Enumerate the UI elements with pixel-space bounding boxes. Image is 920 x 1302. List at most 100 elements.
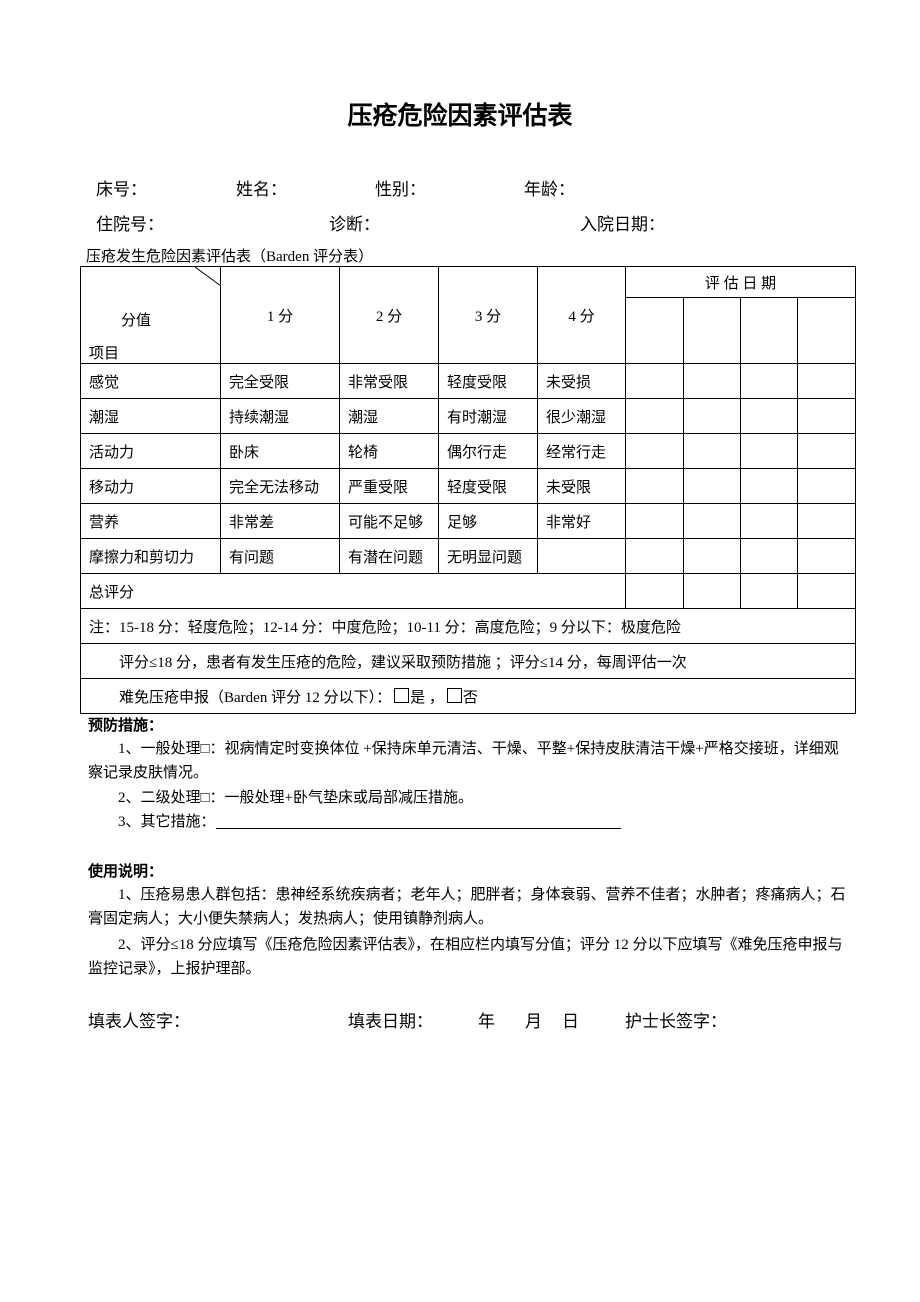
table-caption: 压疮发生危险因素评估表（Barden 评分表） — [86, 249, 374, 265]
row-score-2: 严重受限 — [339, 468, 439, 504]
row-item-label: 营养 — [80, 503, 221, 539]
eval-score-cell[interactable] — [796, 538, 857, 574]
month-label: 月 — [525, 1012, 542, 1031]
eval-date-cell[interactable] — [625, 297, 684, 364]
yes-checkbox[interactable] — [394, 687, 410, 703]
year-label: 年 — [478, 1012, 495, 1031]
prevention-item-3: 3、其它措施： — [88, 810, 848, 834]
row-score-2: 非常受限 — [339, 363, 439, 399]
row-score-4 — [537, 538, 626, 574]
row-item-label: 移动力 — [80, 468, 221, 504]
row-score-1: 完全无法移动 — [220, 468, 340, 504]
table-row: 移动力 完全无法移动 严重受限 轻度受限 未受限 — [80, 468, 857, 504]
eval-score-cell[interactable] — [683, 433, 741, 469]
total-cell[interactable] — [796, 573, 857, 609]
row-score-2: 潮湿 — [339, 398, 439, 434]
note-risk-levels: 注：15-18 分：轻度危险；12-14 分：中度危险；10-11 分：高度危险… — [79, 608, 857, 644]
row-score-4: 未受限 — [537, 468, 626, 504]
unavoidable-report-label: 难免压疮申报（Barden 评分 12 分以下）： — [119, 689, 392, 706]
eval-score-cell[interactable] — [740, 538, 798, 574]
eval-score-cell[interactable] — [740, 433, 798, 469]
row-score-1: 完全受限 — [220, 363, 340, 399]
name-label: 姓名： — [236, 180, 287, 199]
eval-score-cell[interactable] — [683, 538, 741, 574]
other-measures-label: 3、其它措施： — [118, 814, 216, 830]
row-score-4: 非常好 — [537, 503, 626, 539]
row-score-2: 有潜在问题 — [339, 538, 439, 574]
eval-score-cell[interactable] — [683, 398, 741, 434]
total-score-label: 总评分 — [80, 573, 626, 609]
prevention-heading: 预防措施： — [88, 716, 164, 734]
note-unavoidable-report: 难免压疮申报（Barden 评分 12 分以下）： 是 ， 否 — [79, 678, 857, 714]
total-cell[interactable] — [683, 573, 741, 609]
eval-score-cell[interactable] — [796, 398, 857, 434]
filler-sign-label: 填表人签字： — [88, 1012, 190, 1031]
eval-score-cell[interactable] — [796, 363, 857, 399]
header-score-3: 3 分 — [438, 266, 538, 364]
row-score-3: 有时潮湿 — [438, 398, 538, 434]
total-cell[interactable] — [625, 573, 684, 609]
usage-item-1: 1、压疮易患人群包括：患神经系统疾病者；老年人；肥胖者；身体衰弱、营养不佳者；水… — [88, 887, 846, 927]
yes-label: 是 ， — [410, 689, 444, 706]
eval-score-cell[interactable] — [740, 503, 798, 539]
eval-score-cell[interactable] — [625, 468, 684, 504]
table-row: 摩擦力和剪切力 有问题 有潜在问题 无明显问题 — [80, 538, 857, 574]
eval-score-cell[interactable] — [740, 468, 798, 504]
row-score-2: 轮椅 — [339, 433, 439, 469]
row-item-label: 潮湿 — [80, 398, 221, 434]
eval-score-cell[interactable] — [796, 468, 857, 504]
eval-score-cell[interactable] — [683, 468, 741, 504]
eval-date-cell[interactable] — [740, 297, 798, 364]
row-item-label: 摩擦力和剪切力 — [80, 538, 221, 574]
bed-no-label: 床号： — [96, 180, 147, 199]
eval-score-cell[interactable] — [625, 538, 684, 574]
usage-heading: 使用说明： — [88, 862, 164, 880]
header-score-1: 1 分 — [220, 266, 340, 364]
age-label: 年龄： — [524, 180, 575, 199]
eval-score-cell[interactable] — [740, 398, 798, 434]
corner-cell: 分值 项目 — [80, 266, 221, 364]
eval-date-header: 评 估 日 期 — [624, 266, 857, 298]
eval-score-cell[interactable] — [796, 433, 857, 469]
row-score-4: 经常行走 — [537, 433, 626, 469]
eval-score-cell[interactable] — [683, 503, 741, 539]
prevention-item-2: 2、二级处理□：一般处理+卧气垫床或局部减压措施。 — [118, 790, 474, 806]
total-cell[interactable] — [740, 573, 798, 609]
row-score-4: 很少潮湿 — [537, 398, 626, 434]
row-score-3: 偶尔行走 — [438, 433, 538, 469]
header-score-4: 4 分 — [537, 266, 626, 364]
row-score-4: 未受损 — [537, 363, 626, 399]
admission-date-label: 入院日期： — [580, 215, 665, 234]
row-score-2: 可能不足够 — [339, 503, 439, 539]
eval-date-cell[interactable] — [796, 297, 857, 364]
header-score-2: 2 分 — [339, 266, 439, 364]
eval-score-cell[interactable] — [625, 433, 684, 469]
no-checkbox[interactable] — [446, 687, 462, 703]
table-row: 活动力 卧床 轮椅 偶尔行走 经常行走 — [80, 433, 857, 469]
row-score-1: 持续潮湿 — [220, 398, 340, 434]
fill-date-label: 填表日期： — [348, 1012, 433, 1031]
row-item-label: 感觉 — [80, 363, 221, 399]
gender-label: 性别： — [375, 180, 426, 199]
eval-date-cell[interactable] — [683, 297, 741, 364]
row-item-label: 活动力 — [80, 433, 221, 469]
barden-table: 分值 项目 1 分 2 分 3 分 4 分 评 估 日 期 感觉 完全受限 非常受限… — [79, 266, 857, 714]
eval-score-cell[interactable] — [625, 398, 684, 434]
other-measures-field[interactable] — [215, 828, 621, 829]
diagonal-line — [194, 267, 221, 287]
diagnosis-label: 诊断： — [329, 215, 380, 234]
corner-item-label: 项目 — [89, 346, 120, 362]
usage-item-2: 2、评分≤18 分应填写《压疮危险因素评估表》，在相应栏内填写分值；评分 12 … — [88, 937, 843, 977]
row-score-3: 无明显问题 — [438, 538, 538, 574]
row-score-3: 轻度受限 — [438, 363, 538, 399]
eval-score-cell[interactable] — [740, 363, 798, 399]
table-row: 营养 非常差 可能不足够 足够 非常好 — [80, 503, 857, 539]
eval-score-cell[interactable] — [625, 363, 684, 399]
head-nurse-sign-label: 护士长签字： — [625, 1012, 727, 1031]
eval-score-cell[interactable] — [796, 503, 857, 539]
row-score-1: 非常差 — [220, 503, 340, 539]
table-row: 潮湿 持续潮湿 潮湿 有时潮湿 很少潮湿 — [80, 398, 857, 434]
day-label: 日 — [562, 1012, 579, 1031]
eval-score-cell[interactable] — [683, 363, 741, 399]
eval-score-cell[interactable] — [625, 503, 684, 539]
